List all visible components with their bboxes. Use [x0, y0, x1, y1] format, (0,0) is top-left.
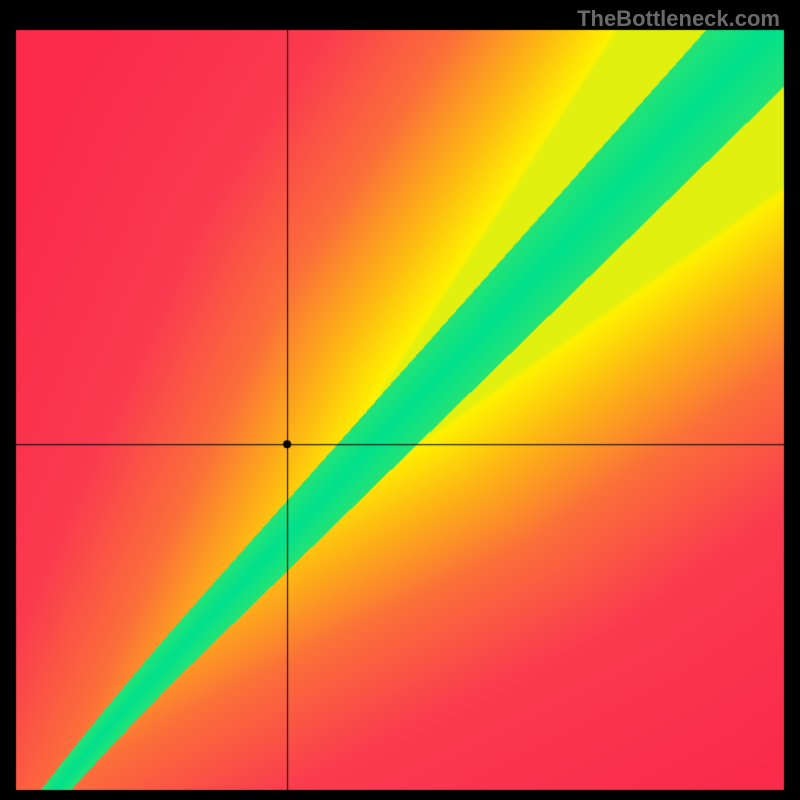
watermark-text: TheBottleneck.com: [577, 6, 780, 32]
chart-container: TheBottleneck.com: [0, 0, 800, 800]
bottleneck-heatmap: [0, 0, 800, 800]
